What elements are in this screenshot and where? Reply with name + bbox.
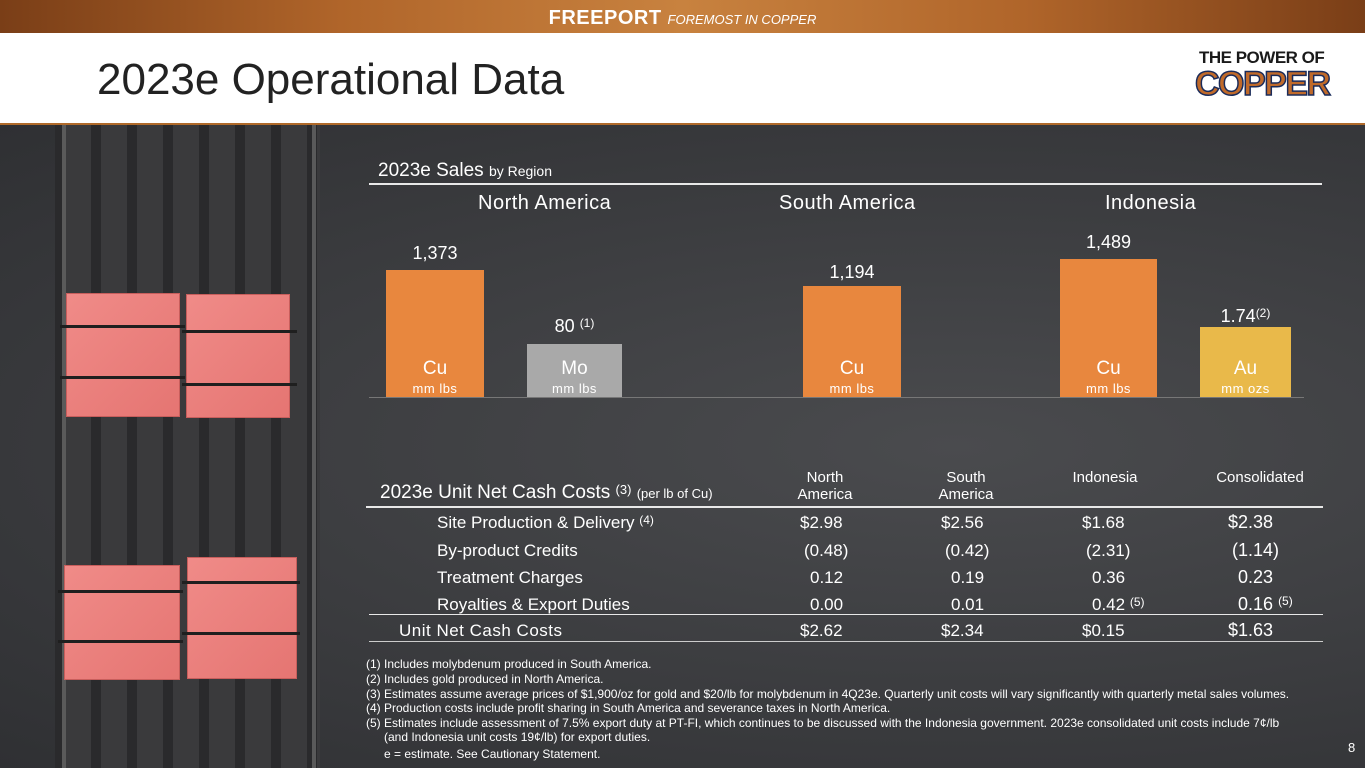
sales-title-sub: by Region bbox=[488, 163, 552, 179]
bar-value: 1,373 bbox=[412, 243, 458, 263]
bar-metal-label: Mo bbox=[561, 358, 588, 379]
bar-unit-label: mm ozs bbox=[1221, 381, 1270, 396]
bar-unit-label: mm lbs bbox=[412, 381, 458, 396]
brand-banner: FREEPORT FOREMOST IN COPPER bbox=[0, 0, 1365, 33]
cell: 0.01 bbox=[951, 595, 985, 614]
power-of-copper-logo: THE POWER OF COPPER bbox=[1194, 46, 1354, 108]
total-cell: $1.63 bbox=[1228, 620, 1274, 640]
footnote: (3) Estimates assume average prices of $… bbox=[366, 686, 1290, 701]
logo-line-1: THE POWER OF bbox=[1199, 48, 1325, 67]
strap bbox=[60, 376, 185, 379]
copper-cathode-stack bbox=[64, 565, 180, 680]
sales-bar-na-au: Au mm ozs bbox=[1200, 327, 1291, 398]
table-header-divider bbox=[366, 506, 1323, 508]
cell: $2.38 bbox=[1228, 512, 1274, 532]
brand-bar bbox=[0, 0, 1365, 33]
footnote: (4) Production costs include profit shar… bbox=[366, 701, 891, 716]
footnote-continuation: (and Indonesia unit costs 19¢/lb) for ex… bbox=[384, 729, 651, 744]
strap bbox=[182, 632, 300, 635]
sales-bar-na-cu: Cu mm lbs bbox=[386, 270, 484, 398]
total-cell: $2.34 bbox=[941, 621, 984, 640]
strap bbox=[182, 383, 297, 386]
bar-value: 1.74(2) bbox=[1220, 306, 1271, 326]
sales-divider bbox=[369, 183, 1322, 185]
footnotes: (1) Includes molybdenum produced in Sout… bbox=[366, 657, 1289, 762]
sales-title: 2023e Sales by Region bbox=[378, 160, 552, 182]
bar-unit-label: mm lbs bbox=[1086, 381, 1131, 396]
page-number: 8 bbox=[1348, 740, 1356, 755]
total-label: Unit Net Cash Costs bbox=[399, 621, 563, 640]
brand-tagline: FOREMOST IN COPPER bbox=[667, 12, 817, 27]
costs-title-main: 2023e Unit Net Cash Costs bbox=[380, 482, 611, 503]
footnote-estimate: e = estimate. See Cautionary Statement. bbox=[384, 746, 601, 761]
table-total-divider bbox=[369, 614, 1323, 615]
costs-title-note: (3) bbox=[615, 482, 632, 497]
bar-value: 1,489 bbox=[1085, 232, 1132, 252]
costs-title-sub: (per lb of Cu) bbox=[636, 486, 713, 501]
col-header-consolidated: Consolidated bbox=[1216, 469, 1304, 486]
bar-metal-label: Au bbox=[1233, 358, 1258, 379]
cell: $1.68 bbox=[1082, 513, 1125, 532]
sales-title-main: 2023e Sales bbox=[378, 160, 484, 181]
cell: (2.31) bbox=[1086, 541, 1131, 560]
header-divider bbox=[0, 123, 1365, 125]
logo-line-2: COPPER bbox=[1194, 64, 1332, 104]
copper-cathode-stack bbox=[66, 293, 180, 417]
strap bbox=[58, 590, 183, 593]
bar-metal-label: Cu bbox=[839, 358, 865, 379]
strap bbox=[60, 325, 185, 328]
copper-cathode-stack bbox=[187, 557, 297, 679]
sales-bar-id-cu: Cu mm lbs bbox=[1060, 259, 1157, 398]
strap bbox=[182, 330, 297, 333]
bar-unit-label: mm lbs bbox=[552, 381, 597, 396]
cell: (0.48) bbox=[804, 541, 849, 560]
footnote: (1) Includes molybdenum produced in Sout… bbox=[366, 657, 652, 671]
brand-name: FREEPORT bbox=[548, 7, 662, 29]
cell: 0.16 (5) bbox=[1238, 594, 1293, 614]
cell: (1.14) bbox=[1232, 540, 1280, 560]
cell: $2.56 bbox=[941, 513, 984, 532]
sales-bar-na-mo: Mo mm lbs bbox=[527, 344, 622, 398]
page-title: 2023e Operational Data bbox=[97, 55, 565, 104]
conveyor-rail bbox=[312, 125, 316, 768]
cell: $2.98 bbox=[800, 513, 843, 532]
strap bbox=[182, 581, 300, 584]
cell: 0.42 (5) bbox=[1092, 595, 1145, 614]
cell: 0.23 bbox=[1238, 567, 1274, 587]
bar-metal-label: Cu bbox=[1096, 358, 1121, 379]
region-south-america: South America bbox=[779, 192, 916, 214]
col-header-north-america: North America bbox=[797, 469, 853, 503]
total-cell: $2.62 bbox=[800, 621, 843, 640]
row-label: Site Production & Delivery (4) bbox=[437, 513, 654, 532]
strap bbox=[58, 640, 183, 643]
bar-value: 80 (1) bbox=[554, 316, 595, 336]
col-header-south-america: South America bbox=[938, 469, 994, 503]
footnote: (5) Estimates include assessment of 7.5%… bbox=[366, 716, 1280, 731]
conveyor-rail bbox=[62, 125, 66, 768]
chart-baseline bbox=[369, 397, 1304, 398]
bar-metal-label: Cu bbox=[422, 358, 448, 379]
bar-unit-label: mm lbs bbox=[829, 381, 875, 396]
cell: 0.12 bbox=[810, 568, 844, 587]
cell: (0.42) bbox=[945, 541, 990, 560]
copper-cathode-stack bbox=[186, 294, 290, 418]
region-indonesia: Indonesia bbox=[1105, 192, 1197, 214]
footnote: (2) Includes gold produced in North Amer… bbox=[366, 671, 604, 686]
col-header-indonesia: Indonesia bbox=[1072, 469, 1138, 486]
cell: 0.36 bbox=[1092, 568, 1126, 587]
cell: 0.19 bbox=[951, 568, 985, 587]
sales-bar-sa-cu: Cu mm lbs bbox=[803, 286, 901, 398]
table-bottom-divider bbox=[369, 641, 1323, 642]
total-cell: $0.15 bbox=[1082, 621, 1125, 640]
row-label: Royalties & Export Duties bbox=[437, 595, 630, 614]
costs-title: 2023e Unit Net Cash Costs (3) (per lb of… bbox=[380, 482, 713, 504]
header: 2023e Operational Data THE POWER OF COPP… bbox=[0, 33, 1365, 124]
cell: 0.00 bbox=[810, 595, 844, 614]
row-label: By-product Credits bbox=[437, 541, 578, 560]
bar-value: 1,194 bbox=[829, 262, 875, 282]
region-north-america: North America bbox=[478, 192, 612, 214]
row-label: Treatment Charges bbox=[437, 568, 583, 587]
